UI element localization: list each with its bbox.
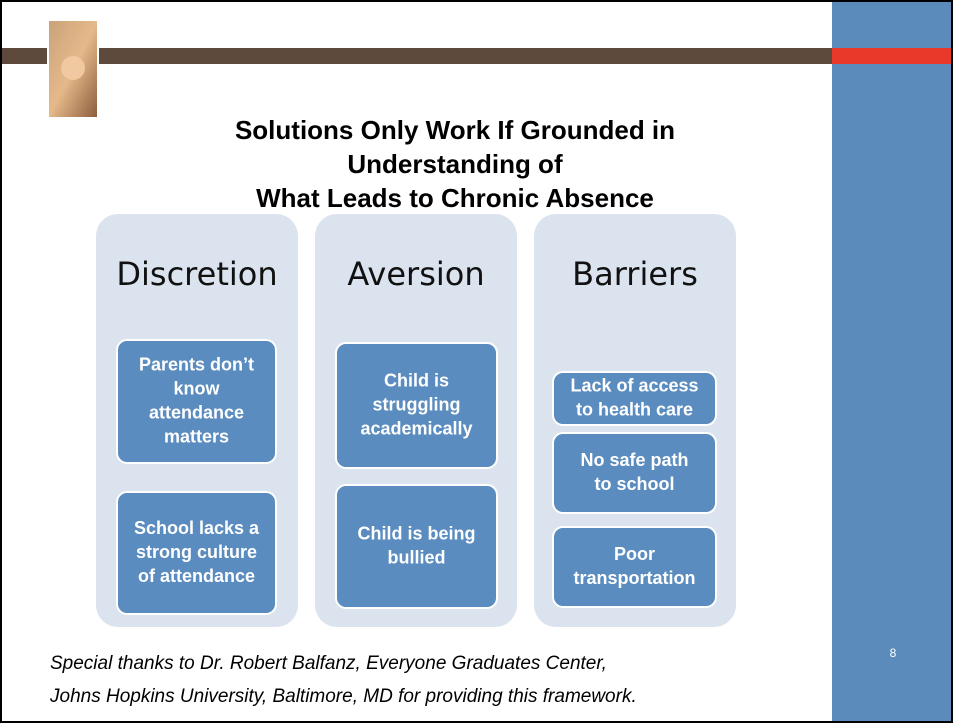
side-panel xyxy=(832,0,953,723)
content: Solutions Only Work If Grounded in Unders… xyxy=(49,115,897,707)
item-box xyxy=(552,526,717,608)
slide-title: Solutions Only Work If Grounded in xyxy=(235,115,675,145)
footer-text: Special thanks to Dr. Robert Balfanz, Ev… xyxy=(50,653,607,674)
photo-face xyxy=(61,56,85,80)
top-bar xyxy=(0,48,832,64)
item-text: Poor xyxy=(614,544,655,564)
column-heading: Discretion xyxy=(116,255,277,293)
item-text: School lacks a xyxy=(134,518,260,538)
item-text: No safe path xyxy=(580,450,688,470)
column-heading: Barriers xyxy=(572,255,698,293)
column-heading: Aversion xyxy=(347,255,484,293)
accent-bar xyxy=(832,48,953,64)
item-box xyxy=(335,342,498,469)
item-text: transportation xyxy=(573,568,695,588)
item-text: to health care xyxy=(576,399,693,419)
item-box xyxy=(552,371,717,426)
item-text: struggling xyxy=(373,394,461,414)
item-box xyxy=(116,491,277,615)
slide-title: What Leads to Chronic Absence xyxy=(256,183,654,213)
item-text: Child is being xyxy=(357,523,475,543)
item-text: academically xyxy=(360,418,472,438)
item-text: bullied xyxy=(388,547,446,567)
item-text: to school xyxy=(595,474,675,494)
item-text: know xyxy=(173,378,220,398)
item-text: strong culture xyxy=(136,542,257,562)
page-number: 8 xyxy=(890,646,897,660)
item-box xyxy=(335,484,498,609)
item-box xyxy=(116,339,277,464)
slide-title: Understanding of xyxy=(347,149,563,179)
item-text: of attendance xyxy=(138,566,255,586)
footer-text: Johns Hopkins University, Baltimore, MD … xyxy=(49,686,637,707)
item-text: matters xyxy=(164,426,229,446)
item-text: Lack of access xyxy=(570,375,698,395)
item-text: Parents don’t xyxy=(139,354,254,374)
item-box xyxy=(552,432,717,514)
item-text: attendance xyxy=(149,402,244,422)
item-text: Child is xyxy=(384,370,449,390)
